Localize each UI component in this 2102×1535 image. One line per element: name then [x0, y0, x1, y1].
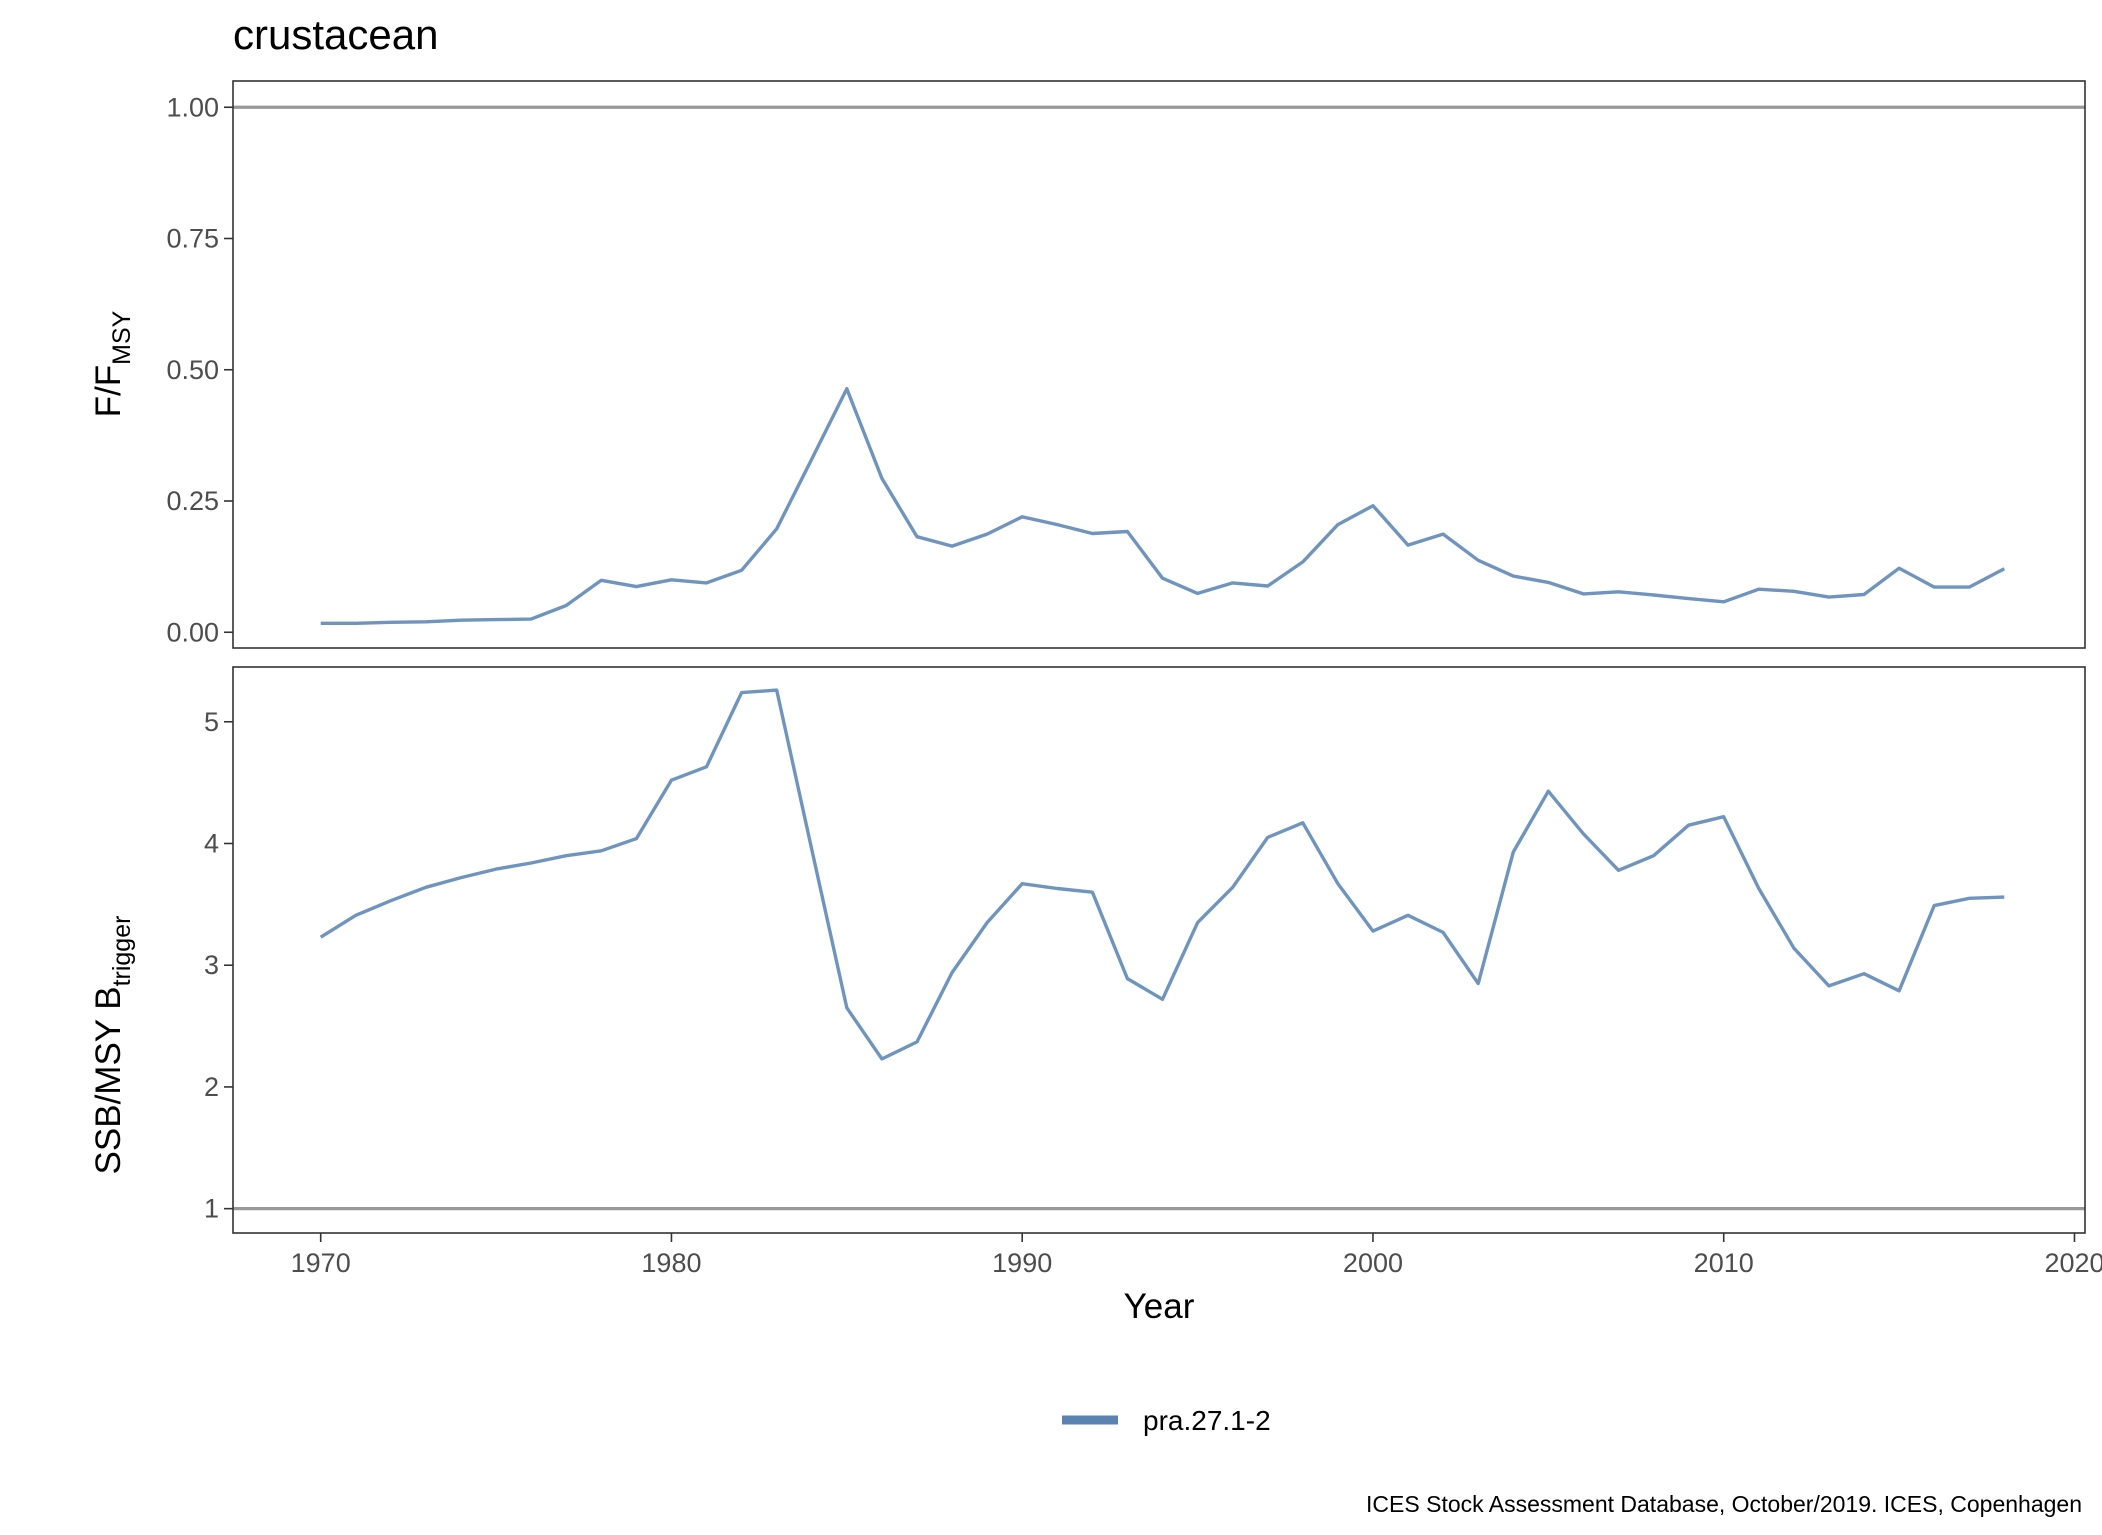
x-axis: 1970 1980 1990 2000 2010 2020 [291, 1233, 2102, 1278]
legend: pra.27.1-2 [1062, 1405, 1271, 1436]
y-tick-label: 3 [204, 950, 219, 980]
series-line-ssb-btrigger [319, 688, 2005, 1061]
y-axis-label-ssb-btrigger-main: SSB/MSY B [89, 986, 128, 1174]
x-tick-label: 1990 [992, 1248, 1052, 1278]
x-tick-label: 1980 [641, 1248, 701, 1278]
series-line-f-fmsy [320, 387, 2006, 625]
y-tick-label: 0.75 [166, 224, 219, 254]
y-tick-label: 4 [204, 828, 219, 858]
panel-f-fmsy: 0.00 0.25 0.50 0.75 1.00 F/FMSY [89, 80, 2086, 649]
caption: ICES Stock Assessment Database, October/… [1366, 1491, 2082, 1517]
y-tick-label: 2 [204, 1072, 219, 1102]
y-tick-label: 1 [204, 1194, 219, 1224]
series-line-ssb-btrigger [319, 688, 2005, 1061]
panel-ssb-btrigger: 1 2 3 4 5 SSB/MSY Btrigger [89, 666, 2086, 1234]
y-axis-label-f-fmsy-main: F/F [89, 365, 128, 417]
y-axis-label-f-fmsy-sub: MSY [108, 310, 136, 365]
y-axis-label-f-fmsy: F/FMSY [89, 310, 136, 417]
y-tick-label: 1.00 [166, 92, 219, 122]
x-tick-label: 2010 [1694, 1248, 1754, 1278]
legend-entry: pra.27.1-2 [1143, 1405, 1271, 1436]
x-tick-label: 2000 [1343, 1248, 1403, 1278]
y-axis-ssb-btrigger: 1 2 3 4 5 [204, 707, 233, 1224]
x-tick-label: 1970 [291, 1248, 351, 1278]
panel-border-f-fmsy [232, 80, 2086, 649]
chart-title: crustacean [233, 11, 438, 58]
y-tick-label: 5 [204, 707, 219, 737]
y-axis-label-ssb-btrigger: SSB/MSY Btrigger [89, 916, 136, 1175]
y-tick-label: 0.00 [166, 617, 219, 647]
y-tick-label: 0.25 [166, 486, 219, 516]
y-axis-f-fmsy: 0.00 0.25 0.50 0.75 1.00 [166, 92, 233, 647]
series-line-f-fmsy [320, 387, 2006, 625]
y-tick-label: 0.50 [166, 355, 219, 385]
x-tick-label: 2020 [2044, 1248, 2102, 1278]
y-axis-label-ssb-btrigger-sub: trigger [108, 916, 136, 987]
panel-border-ssb-btrigger [232, 666, 2086, 1234]
x-axis-label: Year [1124, 1287, 1195, 1326]
